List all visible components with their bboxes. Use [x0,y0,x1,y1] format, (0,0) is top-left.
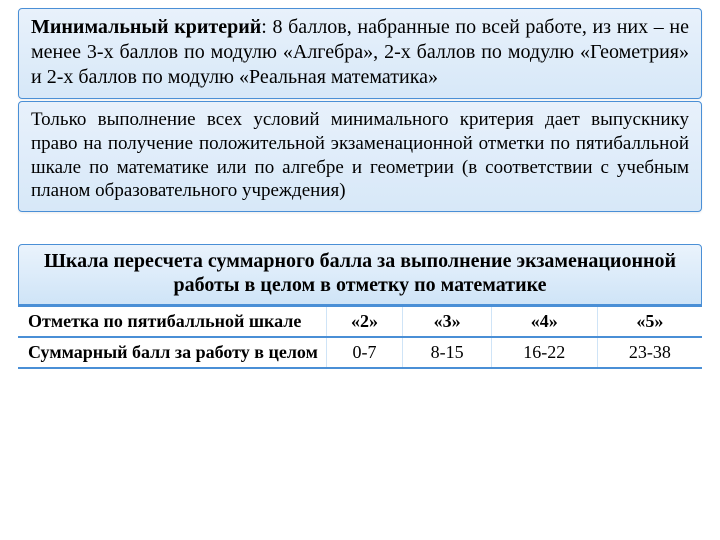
table-row: Отметка по пятибалльной шкале «2» «3» «4… [18,306,702,337]
row-header-sum: Суммарный балл за работу в целом [18,337,326,368]
table-row: Суммарный балл за работу в целом 0-7 8-1… [18,337,702,368]
cell-range-2: 0-7 [326,337,403,368]
note-panel: Только выполнение всех условий минимальн… [18,101,702,212]
cell-range-4: 16-22 [491,337,597,368]
col-header-4: «4» [491,306,597,337]
cell-range-5: 23-38 [597,337,702,368]
col-header-mark-label: Отметка по пятибалльной шкале [18,306,326,337]
criteria-panel: Минимальный критерий: 8 баллов, набранны… [18,8,702,99]
col-header-2: «2» [326,306,403,337]
scale-title: Шкала пересчета суммарного балла за выпо… [18,244,702,305]
scale-table: Отметка по пятибалльной шкале «2» «3» «4… [18,305,702,369]
col-header-3: «3» [403,306,491,337]
criteria-lead: Минимальный критерий [31,16,261,38]
cell-range-3: 8-15 [403,337,491,368]
col-header-5: «5» [597,306,702,337]
note-text: Только выполнение всех условий минимальн… [31,109,689,201]
